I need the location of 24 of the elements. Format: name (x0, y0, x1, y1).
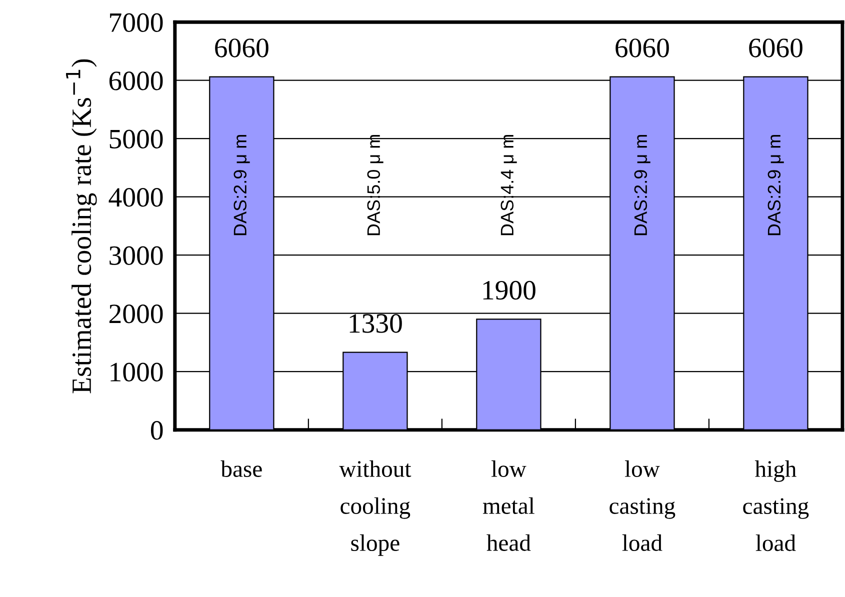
y-tick-label: 0 (150, 421, 163, 440)
annotation: DAS:5.0 μ m (367, 135, 384, 236)
annotation: DAS:2.9 μ m (768, 135, 784, 236)
x-tick-label: low casting load (610, 460, 676, 552)
data-label: 6060 (215, 38, 268, 58)
x-tick-label: high casting load (743, 460, 809, 552)
x-tick-label: base (220, 460, 262, 478)
data-label: 1330 (350, 314, 402, 333)
data-label: 6060 (616, 38, 669, 58)
y-axis-title: Estimated cooling rate (Ks$^{−1}$) (66, 59, 97, 394)
annotation: DAS:2.9 μ m (634, 135, 650, 236)
y-tick-label: 7000 (110, 13, 163, 32)
annotation: DAS:4.4 μ m (500, 135, 517, 236)
x-tick-label: low metal head (482, 460, 534, 551)
y-tick-label: 3000 (110, 246, 163, 265)
y-tick-label: 6000 (109, 72, 163, 90)
data-label: 1900 (483, 280, 536, 300)
annotation: DAS:2.9 μ m (234, 135, 250, 236)
y-tick-label: 2000 (109, 304, 163, 324)
x-tick-label: without cooling slope (339, 460, 412, 556)
y-tick-label: 1000 (110, 362, 163, 382)
data-label: 6060 (749, 38, 802, 58)
y-tick-label: 5000 (110, 130, 163, 148)
y-tick-label: 4000 (108, 188, 163, 207)
